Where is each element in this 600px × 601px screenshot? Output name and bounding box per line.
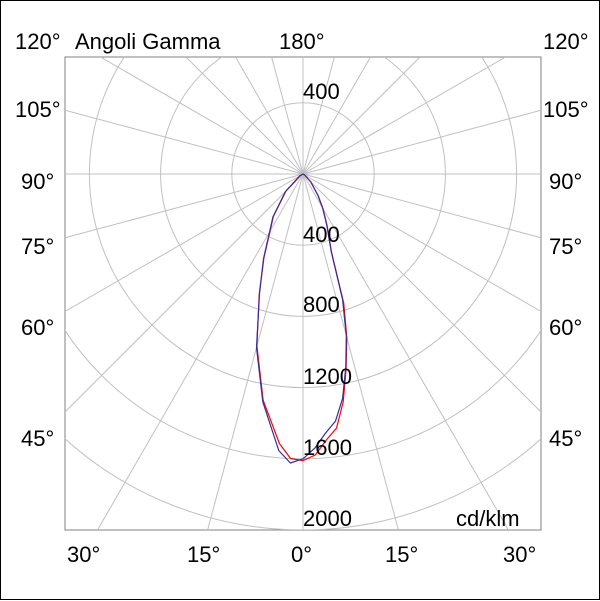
grid-spoke-210	[235, 57, 304, 175]
series-curve-1	[255, 173, 347, 464]
radial-tick-400: 400	[303, 222, 340, 247]
radial-tick-2000: 2000	[303, 506, 352, 531]
grid-spoke-105	[302, 109, 541, 175]
grid-spoke-45	[302, 173, 541, 413]
grid-spoke-150	[302, 57, 371, 175]
angle-label-left-105: 105°	[15, 97, 61, 122]
angle-label-left-120: 120°	[15, 29, 61, 54]
grid-spoke-135	[302, 57, 421, 175]
grid-spoke-240	[100, 57, 304, 175]
angle-label-bottom-30-left: 30°	[67, 542, 100, 567]
angle-label-left-75: 75°	[21, 234, 54, 259]
radial-tick-top-400: 400	[303, 79, 340, 104]
angle-label-right-60: 60°	[549, 315, 582, 340]
grid-spoke-300	[65, 173, 304, 312]
angle-label-left-60: 60°	[21, 315, 54, 340]
angle-label-bottom-15-left: 15°	[187, 542, 220, 567]
grid-spoke-195	[271, 57, 304, 175]
grid-ring-2000	[65, 437, 541, 530]
radial-tick-800: 800	[303, 292, 340, 317]
grid-spoke-225	[185, 57, 304, 175]
angle-label-left-90: 90°	[21, 169, 54, 194]
grid-spoke-285	[65, 173, 304, 239]
radial-tick-1200: 1200	[303, 364, 352, 389]
grid-spoke-60	[302, 173, 541, 312]
angle-label-top-180: 180°	[279, 29, 325, 54]
grid-spoke-30	[302, 173, 509, 530]
grid-spoke-75	[302, 173, 541, 239]
angle-label-right-75: 75°	[549, 234, 582, 259]
angle-label-right-90: 90°	[549, 169, 582, 194]
angle-label-right-105: 105°	[543, 97, 589, 122]
grid-spoke-315	[65, 173, 304, 413]
curves	[255, 173, 348, 464]
angle-label-right-45: 45°	[549, 426, 582, 451]
grid-spoke-330	[97, 173, 304, 530]
grid-spoke-120	[302, 57, 506, 175]
grid-spoke-255	[65, 109, 304, 175]
radial-tick-1600: 1600	[303, 435, 352, 460]
angle-label-right-120: 120°	[543, 29, 589, 54]
grid-spoke-15	[302, 173, 399, 530]
grid-spoke-165	[302, 57, 335, 175]
chart-title: Angoli Gamma	[75, 29, 221, 54]
unit-label: cd/klm	[456, 506, 520, 531]
angle-label-bottom-15-right: 15°	[385, 542, 418, 567]
angle-label-bottom-30-right: 30°	[503, 542, 536, 567]
grid-spoke-345	[207, 173, 304, 530]
grid	[65, 57, 541, 530]
series-curve-0	[256, 173, 348, 462]
angle-label-left-45: 45°	[21, 426, 54, 451]
angle-label-bottom-0: 0°	[291, 542, 312, 567]
